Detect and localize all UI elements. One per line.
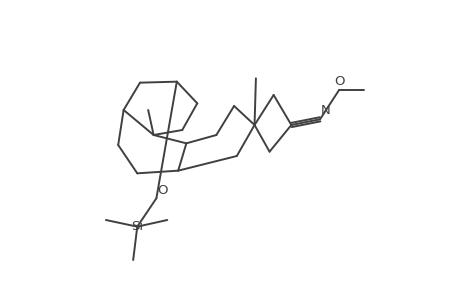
Text: O: O <box>157 184 168 197</box>
Text: Si: Si <box>131 220 143 233</box>
Text: N: N <box>320 104 330 117</box>
Text: O: O <box>333 75 344 88</box>
